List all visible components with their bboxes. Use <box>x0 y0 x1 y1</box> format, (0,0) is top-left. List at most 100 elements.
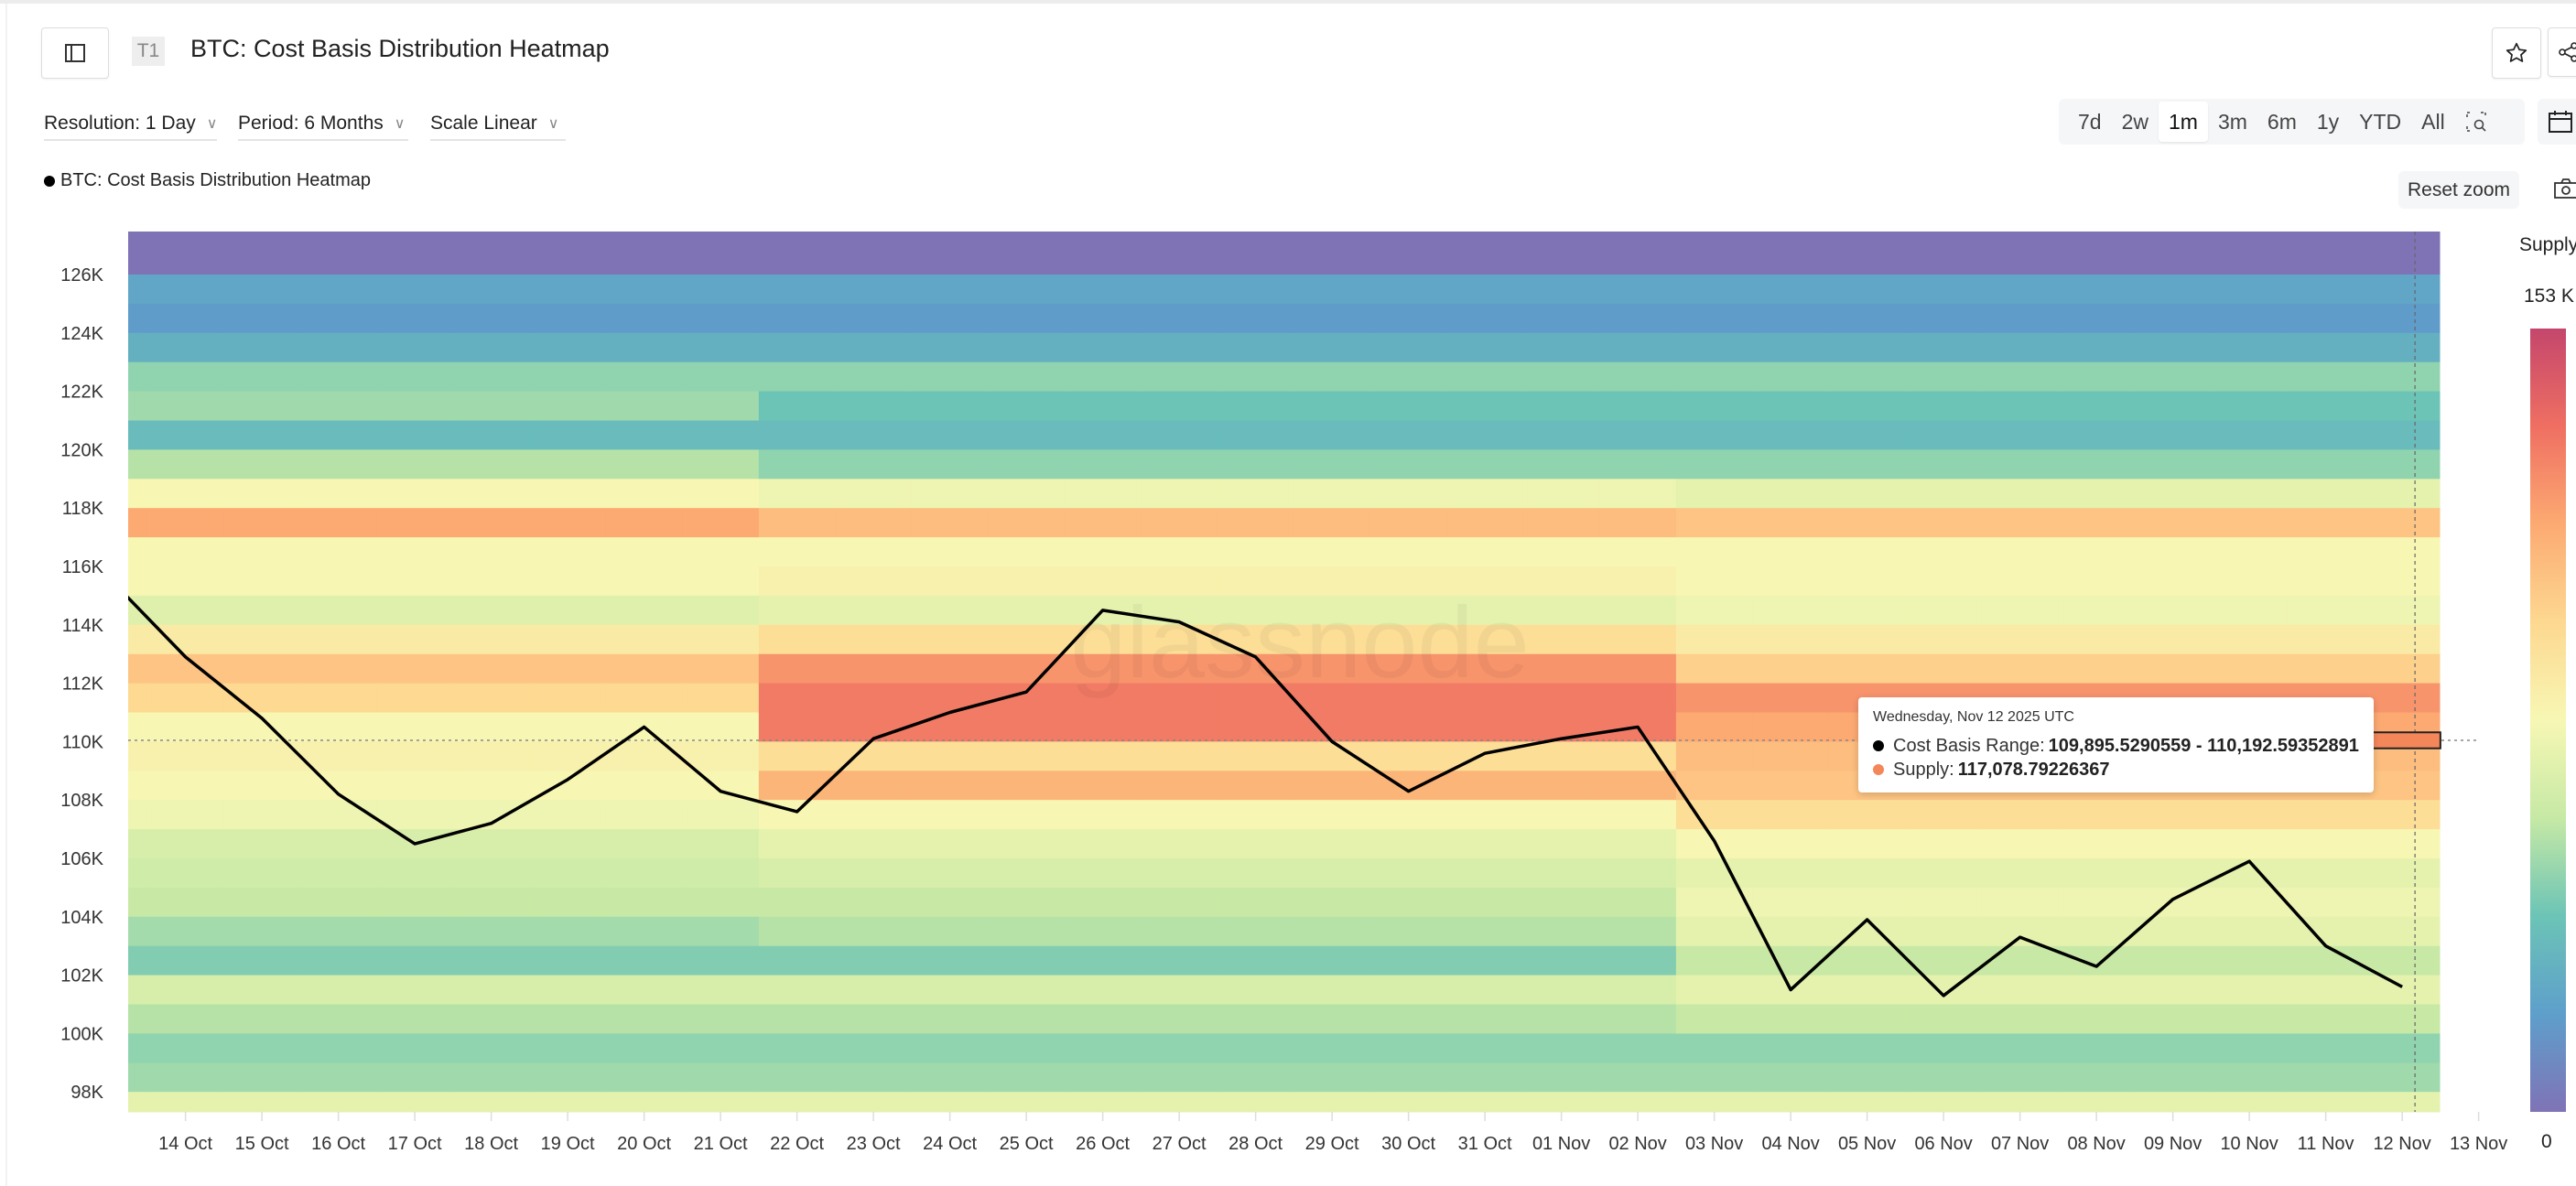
heatmap-cell[interactable] <box>1599 858 1677 889</box>
heatmap-cell[interactable] <box>1599 800 1677 830</box>
heatmap-cell[interactable] <box>1217 449 1294 480</box>
heatmap-cell[interactable] <box>223 975 301 1005</box>
heatmap-cell[interactable] <box>1905 479 1983 509</box>
heatmap-cell[interactable] <box>911 508 989 538</box>
heatmap-cell[interactable] <box>146 595 224 626</box>
heatmap-cell[interactable] <box>1905 1033 1983 1063</box>
heatmap-cell[interactable] <box>223 566 301 597</box>
heatmap-cell[interactable] <box>1752 479 1830 509</box>
heatmap-cell[interactable] <box>1064 361 1142 393</box>
heatmap-cell[interactable] <box>1981 975 2059 1005</box>
heatmap-cell[interactable] <box>1446 945 1524 976</box>
heatmap-cell[interactable] <box>1522 800 1600 830</box>
heatmap-cell[interactable] <box>2287 420 2365 450</box>
heatmap-cell[interactable] <box>682 1004 760 1034</box>
heatmap-cell[interactable] <box>911 361 989 393</box>
heatmap-cell[interactable] <box>2364 800 2441 830</box>
heatmap-cell[interactable] <box>1141 537 1218 567</box>
heatmap-cell[interactable] <box>1217 741 1294 771</box>
heatmap-cell[interactable] <box>1064 683 1142 713</box>
heatmap-cell[interactable] <box>988 361 1066 393</box>
heatmap-cell[interactable] <box>223 275 301 305</box>
heatmap-cell[interactable] <box>2058 245 2136 275</box>
heatmap-cell[interactable] <box>605 303 683 334</box>
heatmap-cell[interactable] <box>835 1092 913 1113</box>
heatmap-cell[interactable] <box>1293 741 1371 771</box>
heatmap-cell[interactable] <box>988 887 1066 918</box>
heatmap-cell[interactable] <box>2287 566 2365 597</box>
heatmap-cell[interactable] <box>988 741 1066 771</box>
heatmap-cell[interactable] <box>146 771 224 801</box>
heatmap-cell[interactable] <box>682 361 760 393</box>
heatmap-cell[interactable] <box>1981 1033 2059 1063</box>
heatmap-cell[interactable] <box>452 537 530 567</box>
heatmap-cell[interactable] <box>1217 275 1294 305</box>
heatmap-cell[interactable] <box>1675 741 1753 771</box>
heatmap-cell[interactable] <box>835 829 913 859</box>
heatmap-cell[interactable] <box>2364 1062 2441 1093</box>
heatmap-cell[interactable] <box>529 1062 607 1093</box>
heatmap-cell[interactable] <box>452 771 530 801</box>
heatmap-cell[interactable] <box>1675 975 1753 1005</box>
heatmap-cell[interactable] <box>529 624 607 655</box>
heatmap-cell[interactable] <box>128 303 148 334</box>
heatmap-cell[interactable] <box>2134 449 2212 480</box>
heatmap-cell[interactable] <box>2364 945 2441 976</box>
heatmap-cell[interactable] <box>605 916 683 947</box>
heatmap-cell[interactable] <box>1217 479 1294 509</box>
heatmap-cell[interactable] <box>1752 1004 1830 1034</box>
heatmap-cell[interactable] <box>452 916 530 947</box>
heatmap-cell[interactable] <box>911 712 989 742</box>
heatmap-cell[interactable] <box>605 595 683 626</box>
heatmap-cell[interactable] <box>1446 595 1524 626</box>
heatmap-cell[interactable] <box>682 332 760 363</box>
heatmap-cell[interactable] <box>1905 275 1983 305</box>
heatmap-cell[interactable] <box>1369 1004 1447 1034</box>
heatmap-cell[interactable] <box>452 1033 530 1063</box>
heatmap-cell[interactable] <box>2058 887 2136 918</box>
heatmap-cell[interactable] <box>223 595 301 626</box>
range-ytd[interactable]: YTD <box>2359 109 2402 134</box>
heatmap-cell[interactable] <box>758 829 836 859</box>
heatmap-cell[interactable] <box>1217 1033 1294 1063</box>
heatmap-cell[interactable] <box>682 975 760 1005</box>
heatmap-cell[interactable] <box>128 1004 148 1034</box>
heatmap-cell[interactable] <box>911 332 989 363</box>
heatmap-cell[interactable] <box>1599 1004 1677 1034</box>
heatmap-cell[interactable] <box>529 683 607 713</box>
heatmap-cell[interactable] <box>1675 1092 1753 1113</box>
heatmap-cell[interactable] <box>911 420 989 450</box>
heatmap-cell[interactable] <box>2058 537 2136 567</box>
heatmap-cell[interactable] <box>2134 303 2212 334</box>
heatmap-cell[interactable] <box>2287 595 2365 626</box>
heatmap-cell[interactable] <box>223 653 301 685</box>
heatmap-cell[interactable] <box>1369 303 1447 334</box>
heatmap-cell[interactable] <box>529 391 607 421</box>
heatmap-cell[interactable] <box>1217 232 1294 246</box>
heatmap-cell[interactable] <box>605 232 683 246</box>
heatmap-cell[interactable] <box>1446 800 1524 830</box>
heatmap-cell[interactable] <box>1981 945 2059 976</box>
heatmap-cell[interactable] <box>1905 653 1983 685</box>
heatmap-cell[interactable] <box>2134 858 2212 889</box>
heatmap-cell[interactable] <box>835 449 913 480</box>
heatmap-cell[interactable] <box>1675 303 1753 334</box>
range-2w[interactable]: 2w <box>2121 109 2148 134</box>
heatmap-cell[interactable] <box>146 887 224 918</box>
heatmap-cell[interactable] <box>2058 232 2136 246</box>
heatmap-cell[interactable] <box>223 449 301 480</box>
heatmap-cell[interactable] <box>529 479 607 509</box>
heatmap-cell[interactable] <box>1599 624 1677 655</box>
heatmap-cell[interactable] <box>128 361 148 393</box>
heatmap-cell[interactable] <box>1905 420 1983 450</box>
heatmap-cell[interactable] <box>452 232 530 246</box>
heatmap-cell[interactable] <box>1293 624 1371 655</box>
heatmap-cell[interactable] <box>1141 275 1218 305</box>
heatmap-cell[interactable] <box>299 303 377 334</box>
heatmap-cell[interactable] <box>2211 800 2289 830</box>
heatmap-cell[interactable] <box>1064 858 1142 889</box>
heatmap-cell[interactable] <box>529 829 607 859</box>
heatmap-cell[interactable] <box>223 771 301 801</box>
heatmap-cell[interactable] <box>758 275 836 305</box>
heatmap-cell[interactable] <box>988 479 1066 509</box>
